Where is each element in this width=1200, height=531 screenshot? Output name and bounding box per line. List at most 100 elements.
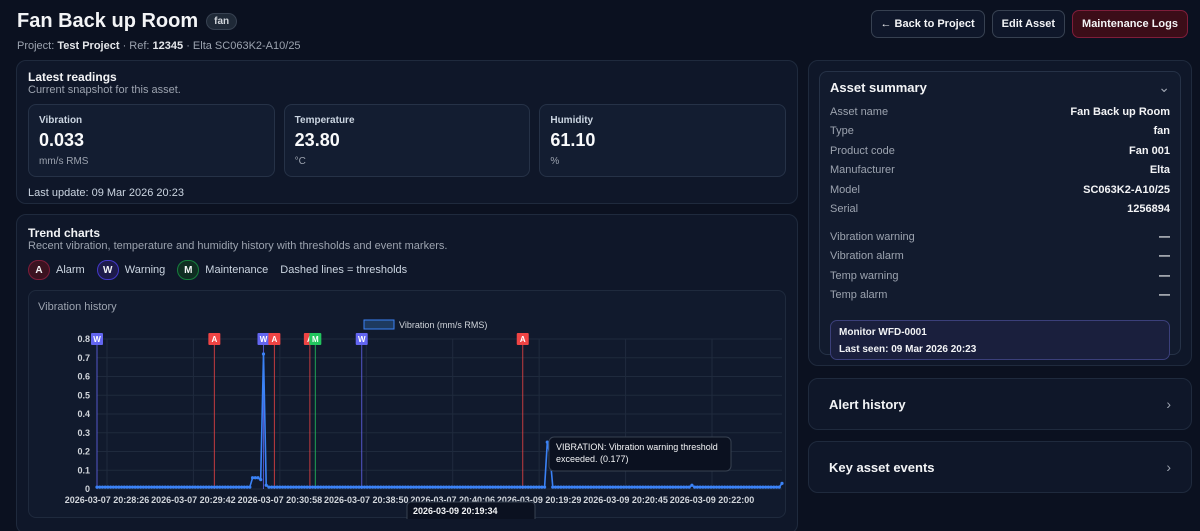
key-asset-events-accordion[interactable]: Key asset events ›	[808, 441, 1192, 493]
data-point	[529, 485, 533, 489]
event-tooltip-line: exceeded. (0.177)	[556, 454, 629, 464]
summary-row: Type fan	[830, 122, 1170, 142]
trend-charts-card: Trend charts Recent vibration, temperatu…	[16, 214, 798, 531]
x-tick-label: 2026-03-07 20:38:50	[324, 495, 409, 505]
data-point	[163, 485, 167, 489]
data-point	[523, 485, 528, 489]
data-point	[455, 485, 459, 489]
threshold-value: —	[1159, 289, 1170, 302]
data-point	[371, 485, 375, 489]
x-tick-label: 2026-03-07 20:28:26	[65, 495, 150, 505]
data-point	[512, 485, 517, 489]
data-point	[401, 485, 405, 489]
data-point	[188, 485, 192, 489]
page-title: Fan Back up Room	[17, 10, 199, 32]
data-point	[619, 485, 623, 489]
vibration-chart-svg[interactable]: 0 0.1 0.2 0.3 0.4 0.5 0.6 0.7 0.8 2026-03-07 20:2…	[29, 291, 787, 519]
data-point	[597, 485, 601, 489]
data-point	[387, 485, 391, 489]
monitor-box: Monitor WFD-0001 Last seen: 09 Mar 2026 …	[830, 320, 1170, 360]
data-point	[414, 485, 418, 489]
data-point	[218, 485, 222, 489]
data-point	[379, 485, 383, 489]
data-point	[559, 485, 563, 489]
tile-label: Vibration	[39, 115, 83, 126]
data-point	[155, 485, 159, 489]
summary-key: Product code	[830, 144, 895, 157]
alarm-badge: A	[28, 260, 50, 280]
event-tooltip	[548, 436, 732, 472]
data-point	[482, 485, 487, 489]
y-tick-label: 0.5	[77, 390, 90, 400]
data-point	[439, 485, 443, 489]
maintenance-logs-button[interactable]: Maintenance Logs	[1072, 10, 1188, 38]
data-point	[611, 485, 615, 489]
data-point	[720, 485, 724, 489]
data-point	[403, 485, 407, 489]
data-point	[433, 485, 438, 489]
data-point	[638, 485, 642, 489]
data-point	[114, 485, 118, 489]
data-point	[409, 485, 413, 489]
data-point	[291, 485, 296, 489]
data-point	[270, 485, 274, 489]
data-point	[117, 485, 121, 489]
data-point	[180, 485, 184, 489]
y-tick-label: 0.7	[77, 353, 90, 363]
data-point	[160, 485, 165, 489]
data-point	[316, 485, 320, 489]
summary-row: Manufacturer Elta	[830, 161, 1170, 181]
asset-summary-header[interactable]: Asset summary ⌄	[830, 72, 1170, 102]
data-point	[706, 485, 710, 489]
back-to-project-button[interactable]: ← Back to Project	[870, 10, 985, 38]
data-point	[690, 483, 694, 487]
data-point	[526, 485, 530, 489]
data-point	[98, 485, 102, 489]
data-point	[248, 485, 252, 489]
warning-marker-label: W	[358, 335, 366, 344]
data-point	[327, 485, 331, 489]
threshold-row: Temp alarm —	[830, 286, 1170, 306]
data-point	[594, 485, 599, 489]
asset-summary-card: Asset summary ⌄ Asset name Fan Back up Ro…	[808, 60, 1192, 366]
data-point	[100, 485, 105, 489]
chevron-down-icon[interactable]: ⌄	[1158, 78, 1170, 95]
summary-value: Elta	[1149, 164, 1170, 177]
data-point	[313, 485, 317, 489]
trend-title: Trend charts	[28, 226, 101, 240]
data-point	[592, 485, 596, 489]
data-point	[357, 485, 361, 489]
data-point	[119, 485, 124, 489]
alert-history-title: Alert history	[829, 396, 906, 412]
asset-summary-title: Asset summary	[830, 79, 927, 95]
data-point	[250, 476, 255, 480]
data-point	[542, 485, 547, 489]
threshold-key: Vibration alarm	[830, 250, 904, 263]
tile-label: Temperature	[294, 115, 355, 126]
data-point	[444, 485, 448, 489]
data-point	[428, 485, 432, 489]
data-point	[141, 485, 145, 489]
alert-history-accordion[interactable]: Alert history ›	[808, 378, 1192, 430]
tile-label: Humidity	[550, 115, 594, 126]
y-tick-label: 0.6	[77, 372, 90, 382]
data-point	[739, 485, 743, 489]
readings-subtitle: Current snapshot for this asset.	[28, 84, 181, 96]
data-point	[581, 485, 585, 489]
threshold-key: Temp warning	[830, 269, 899, 282]
data-point	[294, 485, 298, 489]
alarm-legend-label: Alarm	[56, 264, 85, 276]
data-point	[668, 485, 672, 489]
edit-asset-button[interactable]: Edit Asset	[991, 10, 1066, 38]
data-point	[417, 485, 421, 489]
x-tick-label: 2026-03-09 20:19:29	[497, 495, 582, 505]
data-point	[133, 485, 137, 489]
data-point	[136, 485, 140, 489]
data-point	[553, 485, 558, 489]
summary-value: fan	[1153, 125, 1171, 138]
data-point	[635, 485, 639, 489]
data-point	[613, 485, 618, 489]
data-point	[764, 485, 768, 489]
warning-legend-label: Warning	[124, 264, 166, 276]
data-point	[223, 485, 227, 489]
